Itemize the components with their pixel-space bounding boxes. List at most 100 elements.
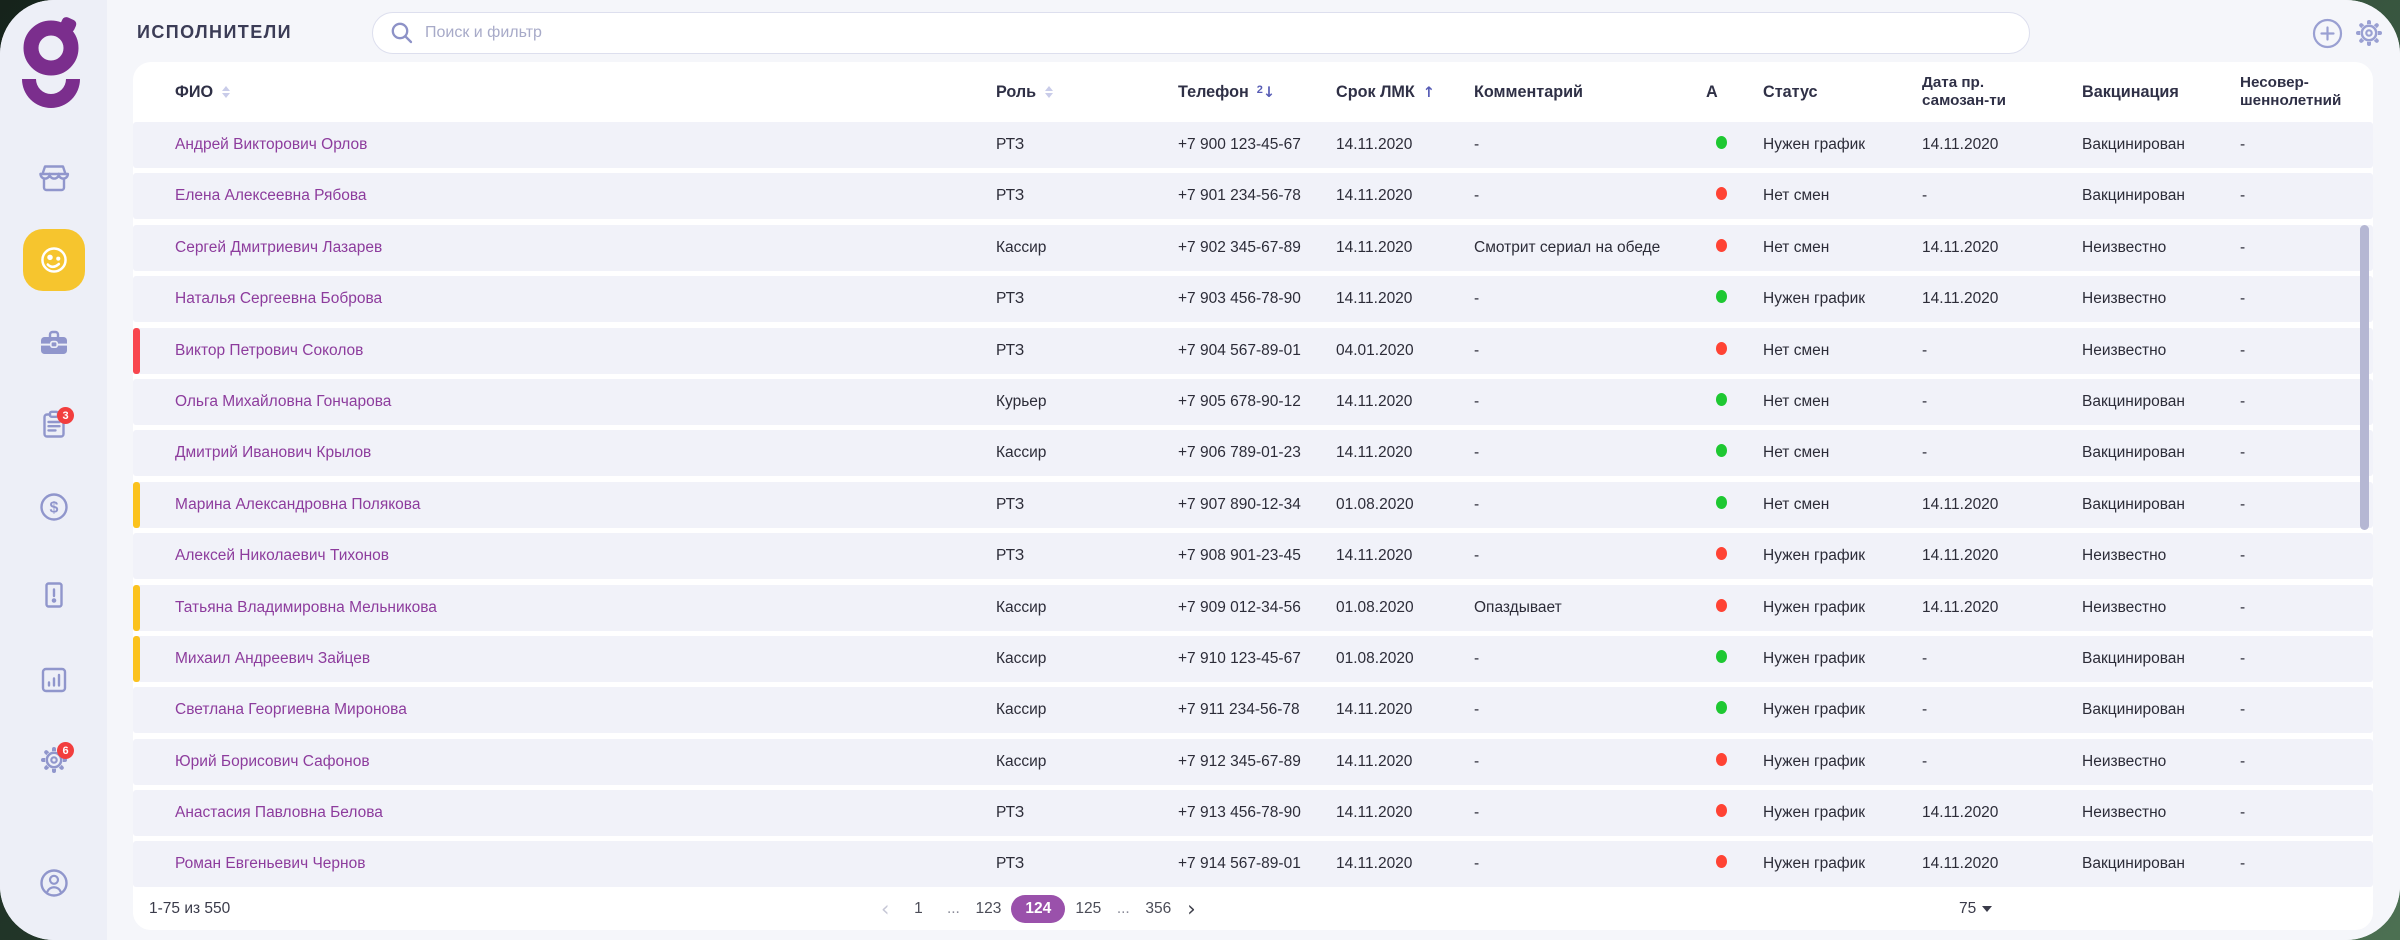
briefcase-icon <box>38 327 70 359</box>
role-cell: Курьер <box>996 392 1047 410</box>
pagination-prev-button[interactable]: ‹ <box>875 898 895 920</box>
vaccination-cell: Неизвестно <box>2082 547 2167 565</box>
column-header-comment: Комментарий <box>1474 82 1584 101</box>
performer-name-link[interactable]: Виктор Петрович Соколов <box>175 341 364 359</box>
table-row[interactable]: Марина Александровна Полякова РТЗ +7 907… <box>133 481 2373 528</box>
attention-cell <box>1706 238 1763 257</box>
sidebar-item-profile[interactable] <box>23 852 85 914</box>
performer-name-link[interactable]: Светлана Георгиевна Миронова <box>175 701 407 719</box>
minor-cell: - <box>2240 187 2246 205</box>
minor-cell: - <box>2240 495 2246 513</box>
performer-name-link[interactable]: Андрей Викторович Орлов <box>175 136 368 153</box>
table-row[interactable]: Дмитрий Иванович Крылов Кассир +7 906 78… <box>133 430 2373 477</box>
vertical-scrollbar-thumb[interactable] <box>2360 225 2369 530</box>
minor-cell: - <box>2240 547 2246 565</box>
performer-name-link[interactable]: Елена Алексеевна Рябова <box>175 187 367 205</box>
sidebar-item-tasks[interactable]: 3 <box>23 394 85 456</box>
comment-cell: - <box>1474 804 1480 822</box>
pagination-page-356[interactable]: 356 <box>1143 895 1173 923</box>
sidebar-item-jobs[interactable] <box>23 312 85 374</box>
performer-name-link[interactable]: Анастасия Павловна Белова <box>175 804 383 822</box>
vaccination-cell: Неизвестно <box>2082 598 2167 616</box>
pagination-page-123[interactable]: 123 <box>973 895 1003 923</box>
phone-cell: +7 905 678-90-12 <box>1178 392 1301 410</box>
performer-face-icon <box>38 244 70 276</box>
phone-cell: +7 913 456-78-90 <box>1178 804 1301 822</box>
column-header-lmk[interactable]: Срок ЛМК ↑ <box>1336 82 1435 101</box>
table-settings-button[interactable] <box>2353 17 2385 49</box>
table-row[interactable]: Анастасия Павловна Белова РТЗ +7 913 456… <box>133 790 2373 837</box>
minor-cell: - <box>2240 649 2246 667</box>
sidebar-item-performers[interactable] <box>23 229 85 291</box>
phone-cell: +7 909 012-34-56 <box>1178 598 1301 616</box>
self-employment-date-cell: 14.11.2020 <box>1922 598 1999 616</box>
table-row[interactable]: Алексей Николаевич Тихонов РТЗ +7 908 90… <box>133 533 2373 580</box>
comment-cell: - <box>1474 290 1480 308</box>
table-row[interactable]: Елена Алексеевна Рябова РТЗ +7 901 234-5… <box>133 173 2373 220</box>
table-body: Андрей Викторович Орлов РТЗ +7 900 123-4… <box>133 122 2373 888</box>
lmk-date-cell: 14.11.2020 <box>1336 547 1413 565</box>
phone-cell: +7 902 345-67-89 <box>1178 238 1301 256</box>
page-title: ИСПОЛНИТЕЛИ <box>137 22 292 42</box>
table-row[interactable]: Татьяна Владимировна Мельникова Кассир +… <box>133 584 2373 631</box>
minor-cell: - <box>2240 136 2246 153</box>
lmk-date-cell: 01.08.2020 <box>1336 495 1414 513</box>
role-cell: РТЗ <box>996 187 1025 205</box>
status-cell: Нужен график <box>1763 136 1866 153</box>
vaccination-cell: Вакцинирован <box>2082 855 2185 873</box>
column-header-phone[interactable]: Телефон 2↓ <box>1178 82 1276 101</box>
status-dot <box>1716 804 1727 818</box>
performer-name-link[interactable]: Дмитрий Иванович Крылов <box>175 444 372 462</box>
performer-name-link[interactable]: Юрий Борисович Сафонов <box>175 752 370 770</box>
performer-name-link[interactable]: Наталья Сергеевна Боброва <box>175 290 383 308</box>
pagination-page-124[interactable]: 124 <box>1011 895 1066 923</box>
table-row[interactable]: Виктор Петрович Соколов РТЗ +7 904 567-8… <box>133 327 2373 374</box>
pagination-page-125[interactable]: 125 <box>1073 895 1103 923</box>
performer-name-link[interactable]: Алексей Николаевич Тихонов <box>175 547 389 565</box>
self-employment-date-cell: - <box>1922 341 1928 359</box>
sidebar-item-stores[interactable] <box>23 147 85 209</box>
status-dot <box>1716 136 1727 149</box>
pagination-page-1[interactable]: 1 <box>903 895 933 923</box>
self-employment-date-cell: 14.11.2020 <box>1922 495 1999 513</box>
table-row[interactable]: Андрей Викторович Орлов РТЗ +7 900 123-4… <box>133 122 2373 168</box>
role-cell: Кассир <box>996 598 1047 616</box>
attention-cell <box>1706 598 1763 617</box>
table-row[interactable]: Ольга Михайловна Гончарова Курьер +7 905… <box>133 378 2373 425</box>
column-header-fio[interactable]: ФИО <box>133 83 996 102</box>
status-dot <box>1716 187 1727 201</box>
table-row[interactable]: Сергей Дмитриевич Лазарев Кассир +7 902 … <box>133 224 2373 271</box>
attention-cell <box>1706 804 1763 822</box>
sidebar-item-alerts[interactable] <box>23 564 85 626</box>
performer-name-link[interactable]: Ольга Михайловна Гончарова <box>175 392 392 410</box>
performer-name-link[interactable]: Марина Александровна Полякова <box>175 495 421 513</box>
lmk-date-cell: 01.08.2020 <box>1336 598 1414 616</box>
search-input[interactable] <box>425 13 2029 53</box>
sidebar-item-settings[interactable]: 6 <box>23 729 85 791</box>
vaccination-cell: Неизвестно <box>2082 804 2167 822</box>
main-area: ИСПОЛНИТЕЛИ <box>107 0 2400 940</box>
column-header-role[interactable]: Роль <box>996 83 1178 102</box>
profile-icon <box>38 867 70 899</box>
performer-name-link[interactable]: Михаил Андреевич Зайцев <box>175 649 371 667</box>
sidebar-item-analytics[interactable] <box>23 649 85 711</box>
page-size-selector[interactable]: 75 <box>1959 888 1993 930</box>
table-row[interactable]: Наталья Сергеевна Боброва РТЗ +7 903 456… <box>133 276 2373 323</box>
pagination-next-button[interactable]: › <box>1181 898 1201 920</box>
table-row[interactable]: Юрий Борисович Сафонов Кассир +7 912 345… <box>133 738 2373 785</box>
role-cell: Кассир <box>996 444 1047 462</box>
performer-name-link[interactable]: Татьяна Владимировна Мельникова <box>175 598 437 616</box>
minor-cell: - <box>2240 290 2246 308</box>
performer-name-link[interactable]: Сергей Дмитриевич Лазарев <box>175 238 383 256</box>
performer-name-link[interactable]: Роман Евгеньевич Чернов <box>175 855 366 873</box>
table-row[interactable]: Светлана Георгиевна Миронова Кассир +7 9… <box>133 687 2373 734</box>
minor-cell: - <box>2240 238 2246 256</box>
search-bar <box>372 12 2030 54</box>
self-employment-date-cell: - <box>1922 444 1928 462</box>
bar-chart-icon <box>38 664 70 696</box>
sidebar-item-finance[interactable]: $ <box>23 476 85 538</box>
settings-badge: 6 <box>57 742 74 759</box>
add-performer-button[interactable] <box>2311 17 2343 49</box>
table-row[interactable]: Роман Евгеньевич Чернов РТЗ +7 914 567-8… <box>133 841 2373 888</box>
table-row[interactable]: Михаил Андреевич Зайцев Кассир +7 910 12… <box>133 635 2373 682</box>
